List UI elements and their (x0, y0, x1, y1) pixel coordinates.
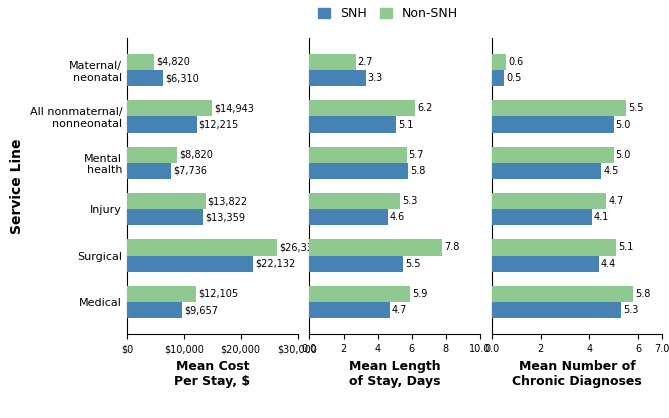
Bar (492, 70, 504, 86)
Text: 5.3: 5.3 (623, 305, 638, 315)
Text: 0.5: 0.5 (506, 73, 521, 83)
Bar (310, 54, 355, 70)
Bar (492, 147, 613, 163)
Y-axis label: Service Line: Service Line (10, 138, 24, 234)
Text: 6.2: 6.2 (417, 103, 433, 113)
Text: 5.0: 5.0 (615, 150, 631, 160)
Text: 5.3: 5.3 (402, 196, 417, 206)
Bar (492, 117, 613, 133)
Text: 5.9: 5.9 (412, 289, 427, 299)
Bar (310, 193, 400, 209)
Text: 5.1: 5.1 (618, 242, 634, 252)
Bar (310, 70, 366, 86)
Bar (127, 100, 212, 117)
Text: $7,736: $7,736 (173, 166, 207, 176)
Text: $22,132: $22,132 (255, 259, 295, 269)
Bar (310, 100, 415, 117)
Text: 5.0: 5.0 (615, 120, 631, 130)
Text: 5.7: 5.7 (409, 150, 424, 160)
Bar (310, 147, 407, 163)
Text: 5.5: 5.5 (628, 103, 644, 113)
Text: $12,215: $12,215 (199, 120, 239, 130)
Bar (310, 255, 403, 272)
Text: 5.1: 5.1 (399, 120, 414, 130)
Text: $26,338: $26,338 (279, 242, 319, 252)
Text: $8,820: $8,820 (179, 150, 213, 160)
Bar (127, 163, 171, 179)
Text: 5.5: 5.5 (405, 259, 421, 269)
Bar (492, 100, 626, 117)
Bar (127, 255, 253, 272)
Text: 4.7: 4.7 (608, 196, 624, 206)
Bar (310, 286, 410, 302)
Bar (127, 240, 277, 255)
Text: $6,310: $6,310 (165, 73, 199, 83)
Bar (127, 193, 205, 209)
Bar (127, 147, 177, 163)
Bar (492, 302, 621, 318)
Text: $4,820: $4,820 (157, 57, 191, 67)
Text: 4.6: 4.6 (390, 212, 405, 222)
Text: $13,359: $13,359 (205, 212, 245, 222)
X-axis label: Mean Cost
Per Stay, $: Mean Cost Per Stay, $ (174, 359, 250, 387)
Text: 3.3: 3.3 (368, 73, 383, 83)
Bar (492, 54, 506, 70)
Bar (492, 255, 599, 272)
Text: 5.8: 5.8 (635, 289, 650, 299)
Bar (492, 286, 633, 302)
Text: $12,105: $12,105 (198, 289, 238, 299)
Text: 4.4: 4.4 (601, 259, 616, 269)
Bar (310, 117, 397, 133)
Bar (310, 209, 388, 225)
Text: 5.8: 5.8 (410, 166, 425, 176)
Text: 4.1: 4.1 (594, 212, 609, 222)
Bar (492, 240, 616, 255)
Bar (127, 117, 197, 133)
Bar (310, 163, 408, 179)
Bar (310, 302, 389, 318)
Text: $14,943: $14,943 (214, 103, 254, 113)
Bar (492, 193, 606, 209)
Text: 7.8: 7.8 (444, 242, 460, 252)
Bar (127, 302, 182, 318)
Bar (127, 209, 203, 225)
Bar (127, 70, 163, 86)
Text: 4.5: 4.5 (603, 166, 619, 176)
Text: 0.6: 0.6 (508, 57, 524, 67)
Legend: SNH, Non-SNH: SNH, Non-SNH (313, 2, 463, 25)
Bar (492, 209, 591, 225)
Text: 4.7: 4.7 (391, 305, 407, 315)
Bar (310, 240, 442, 255)
X-axis label: Mean Number of
Chronic Diagnoses: Mean Number of Chronic Diagnoses (512, 359, 642, 387)
Text: $9,657: $9,657 (184, 305, 218, 315)
X-axis label: Mean Length
of Stay, Days: Mean Length of Stay, Days (349, 359, 440, 387)
Text: 2.7: 2.7 (357, 57, 373, 67)
Text: $13,822: $13,822 (207, 196, 248, 206)
Bar (127, 286, 196, 302)
Bar (492, 163, 601, 179)
Bar (127, 54, 155, 70)
